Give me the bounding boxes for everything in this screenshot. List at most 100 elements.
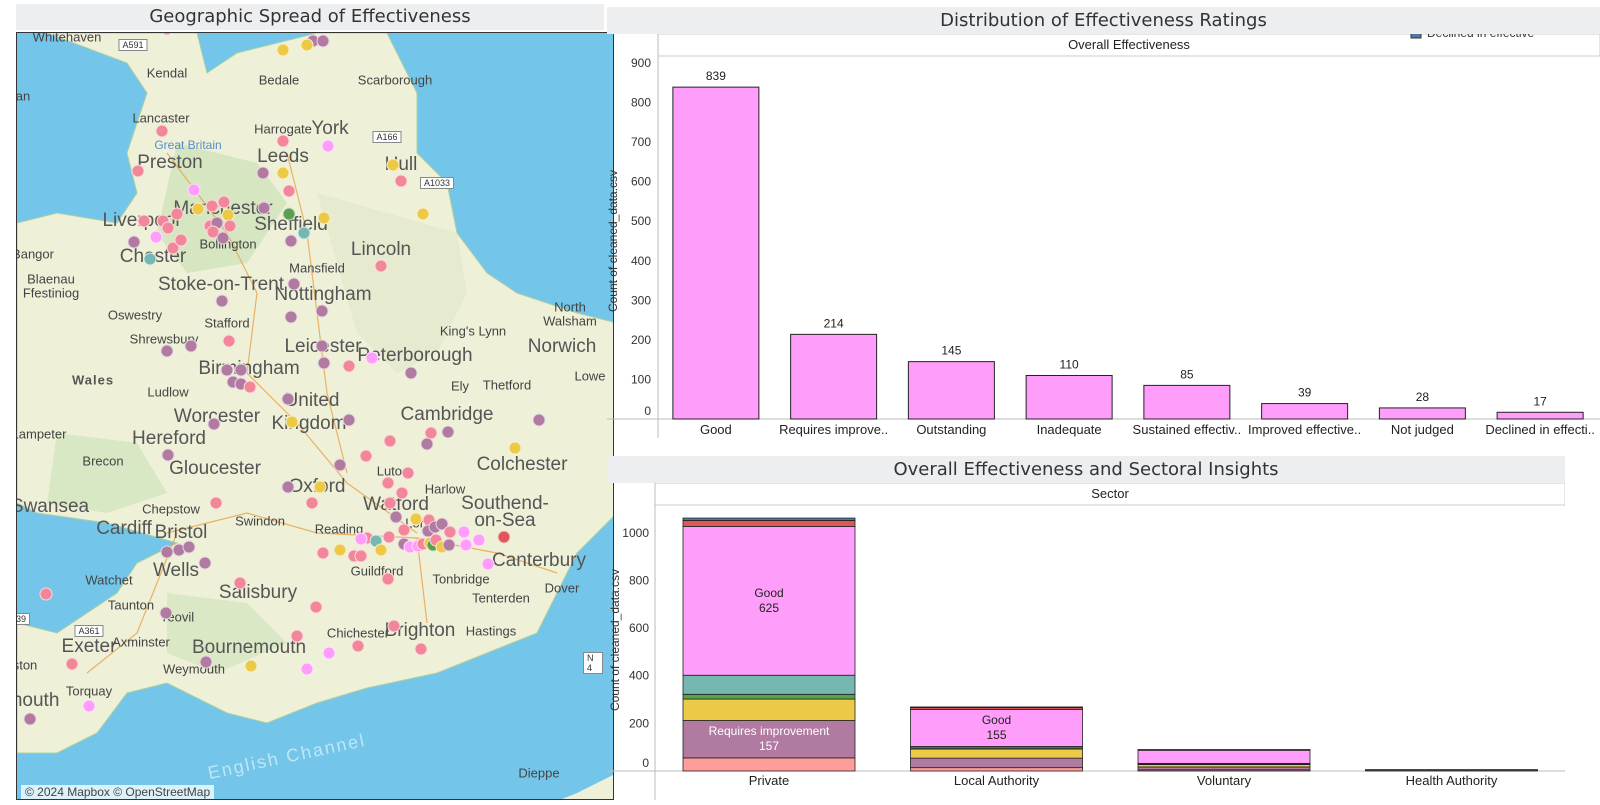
map-data-point[interactable] [382, 477, 395, 490]
map-data-point[interactable] [384, 435, 397, 448]
map-data-point[interactable] [283, 185, 296, 198]
distribution-bar[interactable] [1026, 375, 1112, 419]
map-data-point[interactable] [318, 357, 331, 370]
map-data-point[interactable] [352, 640, 365, 653]
sectoral-bar-segment[interactable] [911, 768, 1083, 771]
distribution-bar[interactable] [1379, 408, 1465, 419]
map-data-point[interactable] [355, 550, 368, 563]
sectoral-bar-segment[interactable] [683, 518, 855, 520]
map-data-point[interactable] [210, 497, 223, 510]
map-data-point[interactable] [301, 39, 314, 52]
map-data-point[interactable] [161, 546, 174, 559]
map-data-point[interactable] [405, 367, 418, 380]
map-data-point[interactable] [382, 573, 395, 586]
map-data-point[interactable] [150, 231, 163, 244]
map-data-point[interactable] [162, 449, 175, 462]
map-data-point[interactable] [245, 660, 258, 673]
map-data-point[interactable] [323, 647, 336, 660]
distribution-bar[interactable] [1262, 404, 1348, 419]
map-data-point[interactable] [66, 658, 79, 671]
map-data-point[interactable] [383, 531, 396, 544]
map-data-point[interactable] [277, 44, 290, 57]
map-data-point[interactable] [24, 713, 37, 726]
map-data-point[interactable] [396, 487, 409, 500]
map-data-point[interactable] [375, 544, 388, 557]
map-data-point[interactable] [183, 541, 196, 554]
map-data-point[interactable] [509, 442, 522, 455]
map-data-point[interactable] [498, 531, 511, 544]
map-data-point[interactable] [200, 656, 213, 669]
map-data-point[interactable] [162, 222, 175, 235]
map-data-point[interactable] [343, 360, 356, 373]
map-data-point[interactable] [40, 588, 53, 601]
map-data-point[interactable] [410, 513, 423, 526]
map-data-point[interactable] [282, 481, 295, 494]
map-data-point[interactable] [217, 232, 230, 245]
map-data-point[interactable] [310, 601, 323, 614]
map-data-point[interactable] [171, 208, 184, 221]
map-data-point[interactable] [334, 544, 347, 557]
map-data-point[interactable] [442, 426, 455, 439]
map-data-point[interactable] [132, 165, 145, 178]
map-data-point[interactable] [415, 643, 428, 656]
map-data-point[interactable] [285, 235, 298, 248]
map-data-point[interactable] [301, 663, 314, 676]
sectoral-bar-segment[interactable] [683, 694, 855, 699]
map-data-point[interactable] [224, 220, 237, 233]
map-data-point[interactable] [283, 208, 296, 221]
map-data-point[interactable] [161, 345, 174, 358]
map-data-point[interactable] [192, 203, 205, 216]
map-data-point[interactable] [343, 414, 356, 427]
map-data-point[interactable] [316, 340, 329, 353]
map-data-point[interactable] [223, 335, 236, 348]
map-data-point[interactable] [387, 159, 400, 172]
map-data-point[interactable] [160, 607, 173, 620]
map-data-point[interactable] [234, 577, 247, 590]
sectoral-bar-segment[interactable] [1138, 750, 1310, 763]
sectoral-bar-segment[interactable] [683, 699, 855, 720]
map-data-point[interactable] [482, 558, 495, 571]
map-data-point[interactable] [185, 340, 198, 353]
distribution-bar[interactable] [673, 87, 759, 419]
sectoral-bar-segment[interactable] [1138, 767, 1310, 770]
map-data-point[interactable] [286, 416, 299, 429]
sectoral-bar-segment[interactable] [683, 520, 855, 526]
map-data-point[interactable] [199, 557, 212, 570]
map-data-point[interactable] [298, 227, 311, 240]
map-data-point[interactable] [334, 459, 347, 472]
sectoral-bar-segment[interactable] [911, 749, 1083, 758]
map-data-point[interactable] [384, 497, 397, 510]
map-data-point[interactable] [156, 125, 169, 138]
map-data-point[interactable] [235, 364, 248, 377]
sectoral-bar-segment[interactable] [911, 707, 1083, 708]
map-data-point[interactable] [128, 236, 141, 249]
map-data-point[interactable] [188, 184, 201, 197]
map-data-point[interactable] [316, 305, 329, 318]
map-data-point[interactable] [258, 202, 271, 215]
map-data-point[interactable] [218, 196, 231, 209]
map-data-point[interactable] [395, 175, 408, 188]
distribution-bar[interactable] [1144, 385, 1230, 419]
map-data-point[interactable] [458, 526, 471, 539]
map-data-point[interactable] [421, 438, 434, 451]
map-data-point[interactable] [460, 539, 473, 552]
map-data-point[interactable] [366, 352, 379, 365]
map-data-point[interactable] [216, 295, 229, 308]
map-data-point[interactable] [360, 450, 373, 463]
map-data-point[interactable] [317, 547, 330, 560]
distribution-bar[interactable] [791, 334, 877, 419]
map-data-point[interactable] [390, 511, 403, 524]
map-data-point[interactable] [83, 700, 96, 713]
map-data-point[interactable] [318, 212, 331, 225]
sectoral-bar-segment[interactable] [683, 758, 855, 771]
map-data-point[interactable] [244, 381, 257, 394]
map-data-point[interactable] [277, 135, 290, 148]
map-data-point[interactable] [285, 311, 298, 324]
map-data-point[interactable] [282, 393, 295, 406]
map-data-point[interactable] [317, 35, 330, 48]
map-data-point[interactable] [291, 630, 304, 643]
map-data-point[interactable] [322, 140, 335, 153]
map-data-point[interactable] [533, 414, 546, 427]
